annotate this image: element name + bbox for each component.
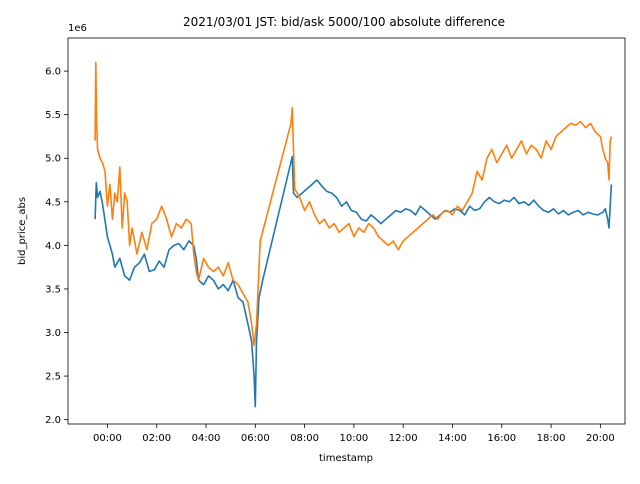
chart-title: 2021/03/01 JST: bid/ask 5000/100 absolut… xyxy=(183,15,505,29)
x-tick-label: 04:00 xyxy=(192,433,221,444)
series-line-2 xyxy=(94,61,613,347)
x-tick-label: 00:00 xyxy=(93,433,122,444)
x-tick-label: 08:00 xyxy=(290,433,319,444)
y-axis-label: bid_price_abs xyxy=(17,197,28,265)
y-tick-label: 5.0 xyxy=(45,154,61,165)
x-tick-label: 02:00 xyxy=(142,433,171,444)
x-tick-label: 10:00 xyxy=(339,433,368,444)
y-tick-label: 4.5 xyxy=(45,197,61,208)
x-tick-label: 14:00 xyxy=(438,433,467,444)
x-tick-label: 20:00 xyxy=(586,433,615,444)
y-tick-label: 3.0 xyxy=(45,328,61,339)
y-tick-label: 6.0 xyxy=(45,67,61,78)
y-tick-label: 5.5 xyxy=(45,110,61,121)
y-tick-label: 3.5 xyxy=(45,284,61,295)
y-offset-label: 1e6 xyxy=(68,23,87,34)
x-axis-label: timestamp xyxy=(319,453,373,464)
x-tick-label: 12:00 xyxy=(389,433,418,444)
axes-frame xyxy=(67,37,626,425)
y-tick-label: 2.0 xyxy=(45,415,61,426)
y-axis: 2.0 2.5 3.0 3.5 4.0 4.5 5.0 5.5 6.0 xyxy=(45,67,68,426)
x-tick-label: 06:00 xyxy=(241,433,270,444)
series-line-1 xyxy=(94,155,613,408)
y-tick-label: 2.5 xyxy=(45,372,61,383)
x-axis: 00:00 02:00 04:00 06:00 08:00 10:00 12:00 14:00… xyxy=(93,424,615,444)
y-tick-label: 4.0 xyxy=(45,241,61,252)
plot-area xyxy=(94,61,613,408)
x-tick-label: 18:00 xyxy=(537,433,566,444)
x-tick-label: 16:00 xyxy=(487,433,516,444)
